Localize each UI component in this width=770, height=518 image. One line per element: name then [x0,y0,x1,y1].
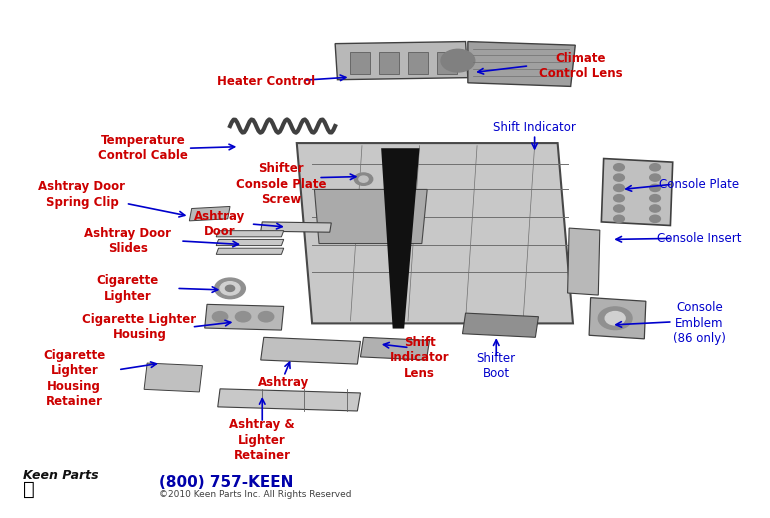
Text: Keen Parts: Keen Parts [23,469,99,482]
Polygon shape [468,41,575,87]
Text: (800) 757-KEEN: (800) 757-KEEN [159,475,293,490]
Circle shape [605,311,625,325]
Polygon shape [216,248,283,254]
FancyBboxPatch shape [408,52,428,74]
Circle shape [614,195,624,202]
Circle shape [354,173,373,185]
Circle shape [614,215,624,222]
Text: Shift Indicator: Shift Indicator [493,121,576,134]
Text: Cigarette
Lighter: Cigarette Lighter [97,274,159,303]
Circle shape [650,205,661,212]
Text: Ashtray &
Lighter
Retainer: Ashtray & Lighter Retainer [229,419,295,463]
Polygon shape [381,148,420,328]
Circle shape [359,176,368,182]
Circle shape [213,311,228,322]
Polygon shape [296,143,573,323]
Text: Shifter
Console Plate
Screw: Shifter Console Plate Screw [236,162,326,206]
FancyBboxPatch shape [437,52,457,74]
Circle shape [650,215,661,222]
Polygon shape [189,207,230,221]
Text: Ashtray Door
Spring Clip: Ashtray Door Spring Clip [38,180,126,209]
Polygon shape [144,363,203,392]
Polygon shape [335,41,468,80]
Text: Cigarette Lighter
Housing: Cigarette Lighter Housing [82,313,196,341]
Circle shape [650,195,661,202]
Text: Ashtray Door
Slides: Ashtray Door Slides [85,227,172,255]
Circle shape [441,49,475,72]
Text: Shift
Indicator
Lens: Shift Indicator Lens [390,336,450,380]
Text: Ashtray
Door: Ashtray Door [194,210,246,238]
Polygon shape [360,337,430,360]
Circle shape [614,164,624,171]
Text: ©2010 Keen Parts Inc. All Rights Reserved: ©2010 Keen Parts Inc. All Rights Reserve… [159,491,351,499]
Text: Heater Control: Heater Control [217,75,315,88]
FancyBboxPatch shape [350,52,370,74]
Circle shape [614,184,624,192]
Text: Console
Emblem
(86 only): Console Emblem (86 only) [673,301,726,346]
Polygon shape [216,239,283,246]
Circle shape [650,184,661,192]
Polygon shape [601,159,673,225]
Polygon shape [567,228,600,295]
Circle shape [650,164,661,171]
Polygon shape [216,231,283,237]
Text: Cigarette
Lighter
Housing
Retainer: Cigarette Lighter Housing Retainer [43,349,105,408]
Circle shape [614,205,624,212]
Circle shape [614,174,624,181]
Polygon shape [589,298,646,339]
Circle shape [236,311,251,322]
Text: Temperature
Control Cable: Temperature Control Cable [99,134,188,163]
FancyBboxPatch shape [379,52,399,74]
Polygon shape [261,222,331,232]
Polygon shape [218,389,360,411]
Text: Shifter
Boot: Shifter Boot [477,352,516,380]
Text: 🚗: 🚗 [23,480,35,499]
Circle shape [650,174,661,181]
Polygon shape [205,305,283,330]
Circle shape [259,311,274,322]
Text: Console Insert: Console Insert [658,232,742,245]
Circle shape [226,285,235,292]
Circle shape [220,282,240,295]
Circle shape [215,278,246,299]
Text: Console Plate: Console Plate [659,178,740,191]
Polygon shape [314,190,427,243]
Polygon shape [463,313,538,337]
Polygon shape [261,337,360,364]
Circle shape [598,307,632,329]
Text: Ashtray: Ashtray [258,376,310,389]
Text: Climate
Control Lens: Climate Control Lens [539,52,622,80]
